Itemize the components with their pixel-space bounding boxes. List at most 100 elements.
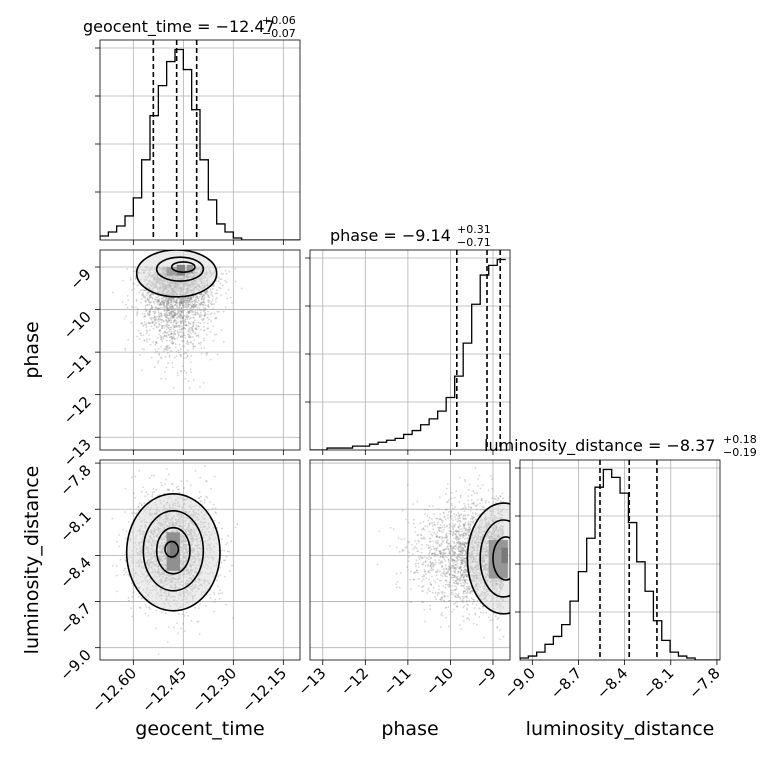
sample-point: [216, 353, 219, 356]
sample-point: [145, 299, 147, 302]
sample-point: [167, 308, 169, 311]
sample-point: [202, 310, 205, 313]
sample-point: [190, 326, 193, 329]
sample-point: [203, 499, 206, 501]
sample-point: [187, 297, 190, 300]
sample-point: [179, 336, 182, 338]
panel-border: [309, 249, 511, 451]
sample-point: [129, 277, 132, 279]
sample-point: [204, 292, 207, 295]
sample-point: [222, 273, 225, 275]
sample-point: [189, 316, 192, 319]
sample-point: [127, 599, 130, 602]
sample-point: [188, 303, 190, 306]
sample-point: [185, 324, 188, 327]
sample-point: [152, 327, 155, 330]
sample-point: [143, 348, 145, 351]
sample-point: [221, 538, 223, 541]
sample-point: [141, 288, 144, 291]
sample-point: [182, 314, 185, 317]
sample-point: [201, 296, 204, 298]
sample-point: [184, 377, 187, 380]
sample-point: [201, 303, 204, 306]
panel-content: [112, 250, 243, 389]
sample-point: [149, 322, 151, 325]
sample-point: [196, 296, 199, 299]
sample-point: [171, 315, 174, 318]
sample-point: [159, 303, 162, 305]
sample-point: [203, 322, 205, 324]
sample-point: [178, 315, 181, 318]
sample-point: [163, 350, 166, 353]
sample-point: [218, 286, 221, 289]
sample-point: [195, 305, 198, 308]
sample-point: [171, 342, 174, 345]
sample-point: [179, 314, 182, 317]
sample-point: [195, 326, 198, 329]
sample-point: [201, 295, 204, 298]
sample-point: [188, 311, 191, 314]
sample-point: [234, 526, 237, 529]
sample-point: [217, 592, 220, 595]
sample-point: [207, 291, 210, 293]
sample-point: [169, 299, 172, 301]
sample-point: [183, 314, 186, 317]
sample-point: [192, 296, 195, 298]
sample-point: [157, 347, 160, 350]
sample-point: [191, 336, 194, 338]
sample-point: [164, 331, 167, 333]
sample-point: [231, 564, 233, 567]
sample-point: [151, 306, 154, 309]
sample-point: [190, 297, 193, 300]
sample-point: [145, 326, 148, 328]
sample-point: [152, 320, 154, 323]
sample-point: [166, 303, 168, 306]
sample-point: [186, 314, 188, 316]
sample-point: [163, 308, 166, 311]
sample-point: [147, 498, 150, 501]
sample-point: [168, 298, 170, 301]
sample-point: [209, 331, 212, 333]
sample-point: [170, 321, 173, 324]
sample-point: [180, 370, 183, 373]
sample-point: [139, 606, 141, 609]
sample-point: [195, 328, 198, 331]
sample-point: [170, 326, 173, 329]
sample-point: [205, 352, 208, 355]
sample-point: [188, 311, 190, 314]
sample-point: [199, 313, 201, 316]
sample-point: [172, 489, 174, 492]
sample-point: [197, 620, 200, 623]
sample-point: [159, 318, 162, 320]
x-tick-label: −8.7: [547, 664, 585, 702]
sample-point: [202, 301, 205, 303]
sample-point: [188, 328, 191, 331]
sample-point: [147, 321, 150, 324]
sample-point: [176, 298, 178, 300]
sample-point: [147, 291, 150, 294]
sample-point: [219, 592, 222, 595]
sample-point: [137, 509, 140, 512]
sample-point: [175, 301, 178, 303]
sample-point: [213, 593, 216, 596]
sample-point: [160, 336, 162, 339]
sample-point: [182, 334, 185, 337]
sample-point: [202, 304, 205, 307]
sample-point: [184, 351, 186, 354]
sample-point: [190, 296, 193, 299]
sample-point: [200, 297, 203, 300]
sample-point: [207, 327, 210, 329]
sample-point: [224, 269, 227, 272]
sample-point: [151, 322, 154, 324]
sample-point: [216, 585, 219, 587]
sample-point: [155, 341, 158, 343]
sample-point: [213, 312, 216, 315]
sample-point: [192, 322, 195, 324]
sample-point: [138, 291, 141, 293]
sample-point: [203, 329, 205, 331]
sample-point: [123, 553, 126, 556]
sample-point: [173, 314, 176, 317]
sample-point: [224, 559, 227, 562]
sample-point: [138, 338, 141, 340]
